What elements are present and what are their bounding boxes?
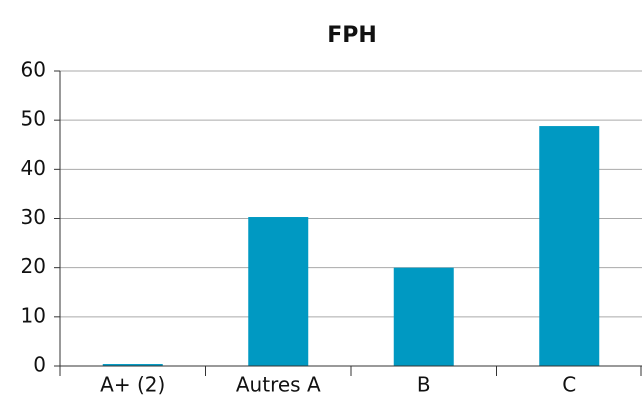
bar: [248, 217, 309, 366]
bar: [393, 267, 454, 366]
y-tick-label: 10: [21, 303, 46, 327]
x-tick-label: Autres A: [236, 373, 321, 397]
y-tick-label: 30: [21, 205, 46, 229]
bar: [539, 126, 600, 366]
y-tick-label: 20: [21, 254, 46, 278]
y-tick-label: 40: [21, 156, 46, 180]
bar: [102, 364, 163, 366]
y-tick-label: 60: [21, 58, 46, 82]
y-tick-label: 0: [33, 353, 46, 377]
x-tick-label: C: [562, 373, 576, 397]
chart-title: FPH: [327, 23, 377, 48]
y-tick-label: 50: [21, 107, 46, 131]
x-tick-label: A+ (2): [100, 373, 165, 397]
x-tick-label: B: [417, 373, 431, 397]
